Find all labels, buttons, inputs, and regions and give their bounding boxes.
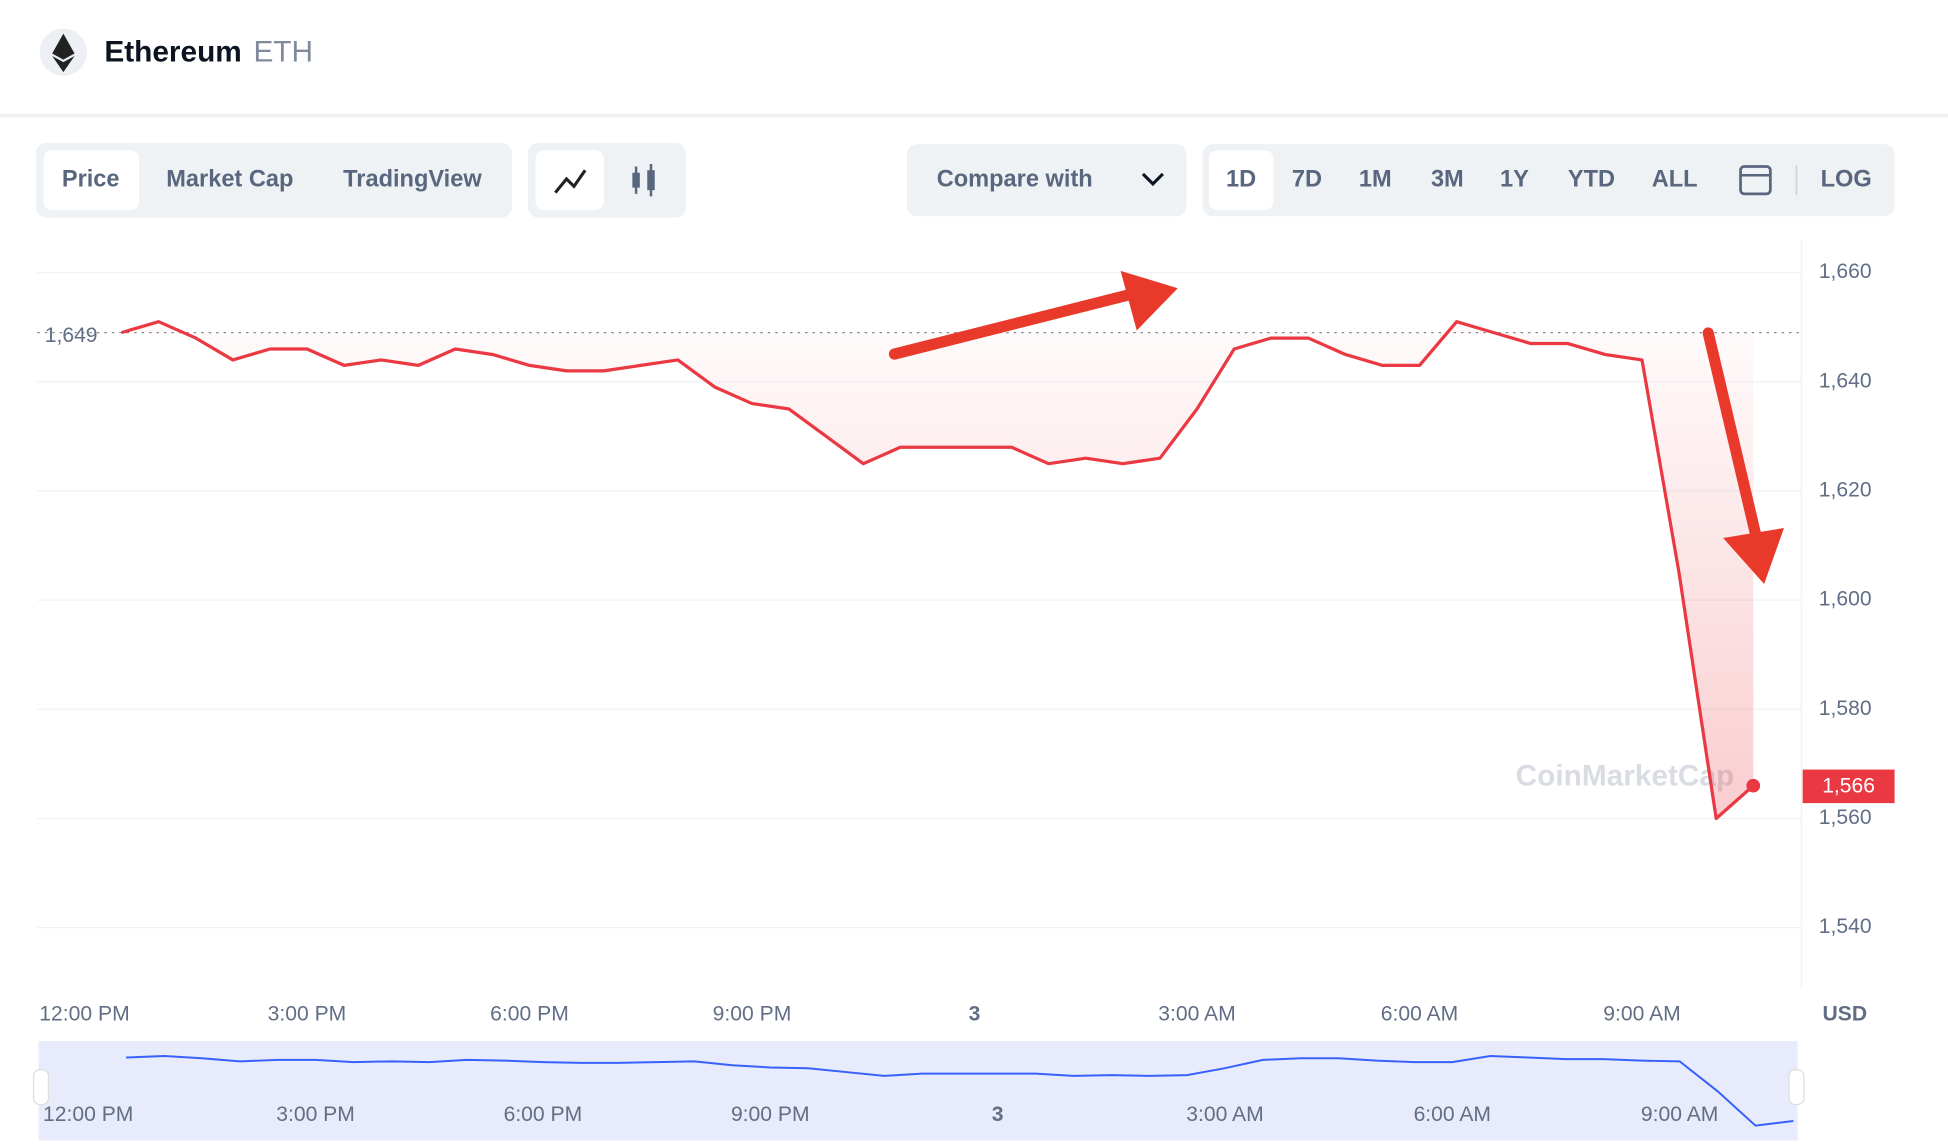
last-point — [1746, 778, 1761, 793]
range-button[interactable]: 1Y — [1500, 166, 1529, 192]
range-button[interactable]: 7D — [1292, 166, 1322, 192]
arrow-shaft — [888, 288, 1137, 360]
currency-label: USD — [1823, 1003, 1868, 1026]
y-tick-label: 1,620 — [1819, 479, 1872, 502]
tab-group — [36, 142, 512, 218]
range-group — [1202, 144, 1895, 217]
arrow-head — [1723, 528, 1785, 584]
x-tick-label: 12:00 PM — [39, 1003, 129, 1026]
calendar-icon[interactable] — [1739, 165, 1772, 196]
arrow-head — [1120, 270, 1178, 331]
log-button[interactable]: LOG — [1821, 166, 1872, 192]
area-fill — [121, 321, 1754, 819]
navigator-chart: 12:00 PM 3:00 PM 6:00 PM 9:00 PM 3 3:00 AM 6:0… — [43, 1055, 1794, 1127]
range-button[interactable]: YTD — [1568, 166, 1615, 192]
watermark: CoinMarketCap — [1516, 760, 1735, 793]
chevron — [1141, 172, 1164, 187]
x-tick-label: 9:00 PM — [713, 1003, 792, 1026]
x-tick-label: 3:00 PM — [268, 1003, 347, 1026]
eth-logo — [52, 33, 75, 73]
tab[interactable]: Price — [62, 166, 120, 192]
header — [0, 0, 1948, 115]
nav-line — [126, 1055, 1794, 1127]
x-tick-label: 3 — [969, 1003, 981, 1026]
y-tick-label: 1,560 — [1819, 806, 1872, 829]
range-button[interactable]: ALL — [1652, 166, 1698, 192]
arrow-shaft — [1702, 327, 1764, 550]
navigator[interactable] — [38, 1041, 1798, 1141]
price-line — [121, 320, 1755, 821]
compare-dropdown[interactable] — [906, 144, 1187, 217]
nav-x-label: 12:00 PM — [43, 1103, 133, 1126]
range-button[interactable]: 1D — [1226, 166, 1256, 192]
y-tick-label: 1,540 — [1819, 915, 1872, 938]
coin-symbol: ETH — [253, 35, 313, 68]
y-tick-label: 1,660 — [1819, 260, 1872, 283]
current-price-box — [1802, 769, 1895, 804]
reference-label: 1,649 — [45, 324, 98, 347]
tab[interactable]: Market Cap — [166, 166, 293, 192]
range-button[interactable]: 1M — [1359, 166, 1392, 192]
compare-label[interactable]: Compare with — [937, 166, 1093, 192]
ranges: 1D 7D 1M 3M 1Y YTD ALL — [1226, 166, 1698, 192]
nav-x-label: 3 — [992, 1103, 1004, 1126]
x-tick-label: 9:00 AM — [1603, 1003, 1680, 1026]
price-chart: 1,540 1,560 1,580 1,600 1,620 1,640 1,660 USD Co… — [37, 260, 1895, 1026]
line-icon — [554, 169, 587, 194]
candle-icon[interactable] — [632, 164, 655, 197]
nav-x-label: 3:00 PM — [276, 1103, 355, 1126]
tab-active — [43, 150, 140, 210]
y-tick-label: 1,640 — [1819, 369, 1872, 392]
navigator-handle[interactable] — [1788, 1069, 1805, 1106]
x-tick-label: 3:00 AM — [1158, 1003, 1235, 1026]
nav-x-label: 3:00 AM — [1186, 1103, 1263, 1126]
current-price-label: 1,566 — [1822, 775, 1875, 798]
y-tick-label: 1,600 — [1819, 588, 1872, 611]
x-tick-label: 6:00 PM — [490, 1003, 569, 1026]
y-tick-label: 1,580 — [1819, 697, 1872, 720]
range-active — [1208, 150, 1274, 210]
annotation-arrows — [888, 270, 1785, 584]
range-button[interactable]: 3M — [1431, 166, 1464, 192]
nav-x-label: 6:00 PM — [504, 1103, 583, 1126]
coin-name: Ethereum — [104, 35, 241, 68]
tab[interactable]: TradingView — [343, 166, 482, 192]
navigator-handle[interactable] — [32, 1069, 50, 1106]
nav-x-label: 6:00 AM — [1414, 1103, 1491, 1126]
nav-x-label: 9:00 AM — [1641, 1103, 1718, 1126]
x-tick-label: 6:00 AM — [1381, 1003, 1458, 1026]
nav-x-label: 9:00 PM — [731, 1103, 810, 1126]
